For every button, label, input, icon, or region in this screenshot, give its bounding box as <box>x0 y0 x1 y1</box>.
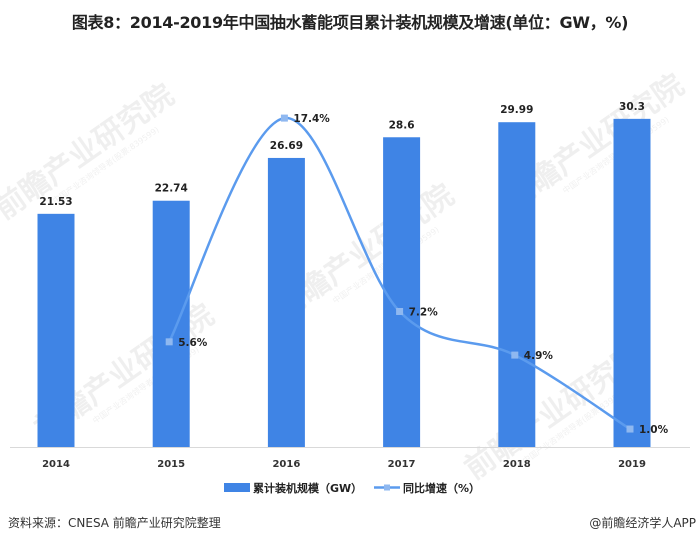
line-label: 4.9% <box>524 350 554 362</box>
bar-2019 <box>613 118 651 447</box>
bar-label: 28.6 <box>389 119 415 131</box>
credit-note: @前瞻经济学人APP <box>589 516 696 530</box>
line-label: 5.6% <box>178 337 208 349</box>
watermark-layer: 前瞻产业研究院中国产业咨询领导者(股票:839599)前瞻产业研究院中国产业咨询… <box>0 68 691 487</box>
x-axis-tick-labels: 2014 2015 2016 2017 2018 2019 <box>42 459 646 470</box>
line-marker <box>165 338 173 346</box>
bar-series <box>37 118 651 447</box>
x-tick-2019: 2019 <box>618 459 646 470</box>
bar-2018 <box>498 122 536 447</box>
line-value-labels: 5.6% 17.4% 7.2% 4.9% 1.0% <box>178 113 668 436</box>
line-label: 1.0% <box>639 424 669 436</box>
bar-label: 22.74 <box>155 183 188 195</box>
legend-item-line: 同比增速（%） <box>374 481 480 495</box>
line-marker <box>396 307 404 315</box>
line-label: 17.4% <box>293 113 330 125</box>
bar-2016 <box>267 157 305 447</box>
legend: 累计装机规模（GW） 同比增速（%） <box>224 481 480 495</box>
bar-2015 <box>152 200 190 447</box>
legend-item-bar: 累计装机规模（GW） <box>224 481 362 495</box>
line-marker <box>511 351 519 359</box>
line-label: 7.2% <box>409 306 439 318</box>
x-tick-2015: 2015 <box>157 459 185 470</box>
line-series <box>165 114 634 433</box>
x-tick-2017: 2017 <box>388 459 416 470</box>
chart-title: 图表8：2014-2019年中国抽水蓄能项目累计装机规模及增速(单位：GW，%) <box>71 13 629 32</box>
bar-value-labels: 21.53 22.74 26.69 28.6 29.99 30.3 <box>39 101 645 208</box>
bar-2017 <box>383 137 421 447</box>
legend-bar-label: 累计装机规模（GW） <box>253 481 362 495</box>
bar-label: 21.53 <box>39 196 72 208</box>
legend-marker-icon <box>384 484 390 491</box>
bar-label: 30.3 <box>619 101 645 113</box>
legend-line-label: 同比增速（%） <box>403 481 480 495</box>
x-tick-2018: 2018 <box>503 459 531 470</box>
x-tick-2014: 2014 <box>42 459 70 470</box>
source-note: 资料来源：CNESA 前瞻产业研究院整理 <box>8 516 221 530</box>
bar-2014 <box>37 213 75 447</box>
bar-label: 26.69 <box>270 140 303 152</box>
x-tick-2016: 2016 <box>272 459 300 470</box>
bar-label: 29.99 <box>500 104 533 116</box>
chart-canvas: 前瞻产业研究院中国产业咨询领导者(股票:839599)前瞻产业研究院中国产业咨询… <box>0 68 691 495</box>
line-marker <box>626 425 634 433</box>
line-marker <box>280 114 288 122</box>
legend-bar-swatch-icon <box>224 483 250 492</box>
growth-line <box>168 116 631 431</box>
